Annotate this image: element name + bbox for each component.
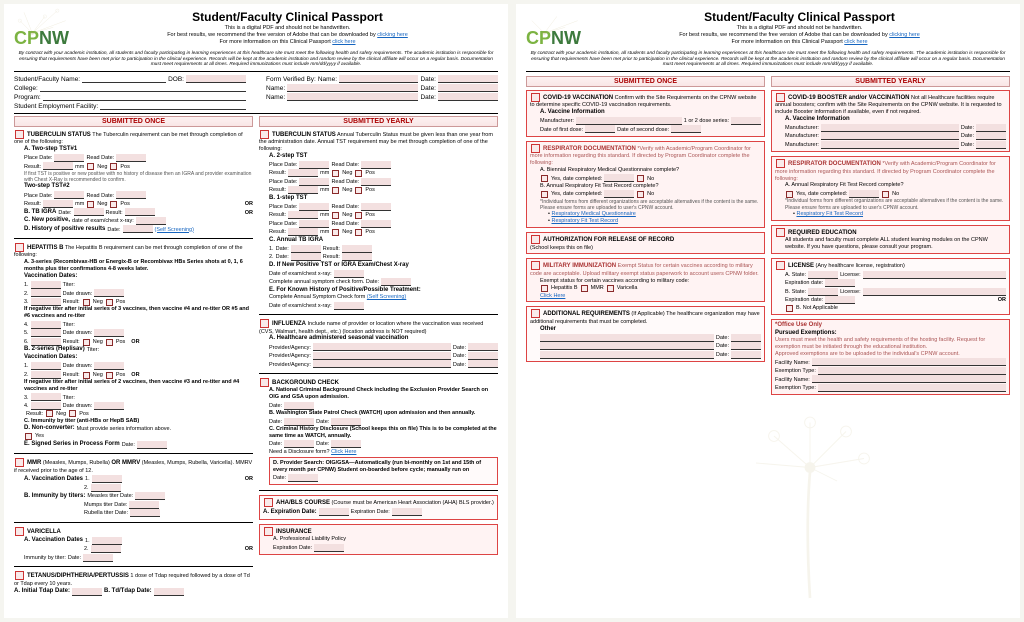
- input-v3-name[interactable]: [287, 93, 418, 101]
- sec-tb: TUBERCULIN STATUS The Tuberculin require…: [14, 129, 253, 235]
- sec-office: *Office Use Only Pursued Exemptions: Use…: [771, 319, 1010, 395]
- sec-respirator: RESPIRATOR DOCUMENTATION *Verify with Ac…: [526, 141, 765, 228]
- header-row-2: CPNW Student/Faculty Clinical Passport T…: [526, 10, 1010, 49]
- sec-military: MILITARY IMMUNIZATION Exempt Status for …: [526, 258, 765, 302]
- subtitle-2: For best results, we recommend the free …: [77, 32, 498, 38]
- chk-covid[interactable]: [531, 93, 540, 102]
- contract-text: By contract with your academic instituti…: [14, 49, 498, 72]
- logo-nw: NW: [39, 28, 69, 48]
- identity-row: Student/Faculty Name: DOB: College: Progr…: [14, 74, 498, 114]
- sec-booster: COVID-19 BOOSTER and/or VACCINATION Not …: [771, 90, 1010, 153]
- input-v1-name[interactable]: [339, 75, 418, 83]
- page-1: CPNW Student/Faculty Clinical Passport T…: [4, 4, 508, 618]
- sec-insurance: INSURANCE A. Professional Liability Poli…: [259, 524, 498, 555]
- banner-once-2: SUBMITTED ONCE: [526, 76, 765, 87]
- input-college[interactable]: [40, 84, 246, 92]
- info-link-2[interactable]: click here: [844, 39, 867, 45]
- columns-p2: SUBMITTED ONCE COVID-19 VACCINATION Conf…: [526, 76, 1010, 612]
- header-text: Student/Faculty Clinical Passport This i…: [77, 10, 498, 46]
- sec-varicella: VARICELLA A. Vaccination Dates 1. 2.OR I…: [14, 526, 253, 563]
- sec-tb-annual: TUBERCULIN STATUS Annual Tuberculin Stat…: [259, 129, 498, 312]
- col-right-p2: SUBMITTED YEARLY COVID-19 BOOSTER and/or…: [771, 76, 1010, 612]
- bg-d-highlight: D. Provider Search: OIG/GSA—Automaticall…: [269, 457, 498, 486]
- col-left-p1: SUBMITTED ONCE TUBERCULIN STATUS The Tub…: [14, 116, 253, 612]
- label-college: College:: [14, 85, 38, 92]
- military-link[interactable]: Click Here: [540, 293, 565, 299]
- sec-covid: COVID-19 VACCINATION Confirm with the Si…: [526, 90, 765, 137]
- logo-2: CPNW: [526, 28, 581, 49]
- label-dob: DOB:: [168, 76, 184, 83]
- input-v2-date[interactable]: [438, 84, 498, 92]
- sec-aha: AHA/BLS COURSE (Course must be American …: [259, 495, 498, 519]
- adobe-link-2[interactable]: clicking here: [889, 32, 920, 38]
- col-right-p1: SUBMITTED YEARLY TUBERCULIN STATUS Annua…: [259, 116, 498, 612]
- chk-tdap[interactable]: [15, 571, 24, 580]
- page-2: CPNW Student/Faculty Clinical Passport T…: [516, 4, 1020, 618]
- chk-aha[interactable]: [264, 498, 273, 507]
- chk-var[interactable]: [15, 527, 24, 536]
- chk-tb[interactable]: [15, 130, 24, 139]
- chk-hepb[interactable]: [15, 243, 24, 252]
- header-row: CPNW Student/Faculty Clinical Passport T…: [14, 10, 498, 49]
- sec-respirator-2: RESPIRATOR DOCUMENTATION *Verify with Ac…: [771, 156, 1010, 220]
- banner-yearly-2: SUBMITTED YEARLY: [771, 76, 1010, 87]
- chk-mmr[interactable]: [15, 458, 24, 467]
- resp-mq-link[interactable]: Respiratory Medical Questionnaire: [551, 211, 635, 217]
- chk-bg[interactable]: [260, 378, 269, 387]
- sec-additional: ADDITIONAL REQUIREMENTS (If Applicable) …: [526, 306, 765, 362]
- chk-lic[interactable]: [776, 261, 785, 270]
- input-dob[interactable]: [186, 75, 246, 83]
- input-v3-date[interactable]: [438, 93, 498, 101]
- subtitle-1: This is a digital PDF and should not be …: [77, 25, 498, 31]
- resp-fit-link-2[interactable]: Respiratory Fit Test Record: [796, 211, 863, 217]
- logo: CPNW: [14, 28, 69, 49]
- banner-yearly: SUBMITTED YEARLY: [259, 116, 498, 127]
- self-screening-link-2[interactable]: (Self Screening): [367, 294, 406, 300]
- chk-tb-ann[interactable]: [260, 130, 269, 139]
- sec-bgcheck: BACKGROUND CHECK A. National Criminal Ba…: [259, 377, 498, 487]
- input-program[interactable]: [43, 93, 246, 101]
- chk-resp[interactable]: [531, 144, 540, 153]
- info-link[interactable]: click here: [332, 39, 355, 45]
- chk-auth[interactable]: [531, 235, 540, 244]
- sec-reqed: REQUIRED EDUCATION All students and facu…: [771, 225, 1010, 254]
- input-v2-name[interactable]: [287, 84, 418, 92]
- resp-fit-link[interactable]: Respiratory Fit Test Record: [551, 218, 618, 224]
- chk-reqed[interactable]: [776, 228, 785, 237]
- col-left-p2: SUBMITTED ONCE COVID-19 VACCINATION Conf…: [526, 76, 765, 612]
- chk-add[interactable]: [531, 309, 540, 318]
- subtitle-3: For more information on this Clinical Pa…: [77, 39, 498, 45]
- input-name[interactable]: [82, 75, 166, 83]
- self-screening-link[interactable]: (Self Screening): [155, 227, 194, 234]
- adobe-link[interactable]: clicking here: [377, 32, 408, 38]
- sec-mmr: MMR (Measles, Mumps, Rubella) OR MMRV (M…: [14, 457, 253, 518]
- page-title-2: Student/Faculty Clinical Passport: [589, 10, 1010, 24]
- chk-boost[interactable]: [776, 93, 785, 102]
- logo-cp: CP: [14, 28, 39, 48]
- page-title: Student/Faculty Clinical Passport: [77, 10, 498, 24]
- sec-hepb: HEPATITIS B The Hepatitis B requirement …: [14, 242, 253, 450]
- contract-text-2: By contract with your academic instituti…: [526, 49, 1010, 72]
- columns-p1: SUBMITTED ONCE TUBERCULIN STATUS The Tub…: [14, 116, 498, 612]
- disclosure-link[interactable]: Click Here: [331, 449, 356, 455]
- chk-resp2[interactable]: [776, 159, 785, 168]
- sec-auth: AUTHORIZATION FOR RELEASE OF RECORD (Sch…: [526, 232, 765, 254]
- label-program: Program:: [14, 94, 41, 101]
- chk-mil[interactable]: [531, 261, 540, 270]
- sec-tdap: TETANUS/DIPHTHERIA/PERTUSSIS 1 dose of T…: [14, 570, 253, 597]
- banner-once: SUBMITTED ONCE: [14, 116, 253, 127]
- sec-flu: INFLUENZA Include name of provider or lo…: [259, 318, 498, 370]
- chk-flu[interactable]: [260, 319, 269, 328]
- sec-license: LICENSE (Any healthcare license, registr…: [771, 258, 1010, 315]
- chk-ins[interactable]: [264, 527, 273, 536]
- label-name: Student/Faculty Name:: [14, 76, 80, 83]
- tb-a: A. Two-step TST#1: [24, 146, 253, 154]
- label-emp: Student Employment Facility:: [14, 103, 98, 110]
- label-fvb: Form Verified By:: [266, 76, 316, 83]
- input-emp[interactable]: [100, 102, 246, 110]
- input-v1-date[interactable]: [438, 75, 498, 83]
